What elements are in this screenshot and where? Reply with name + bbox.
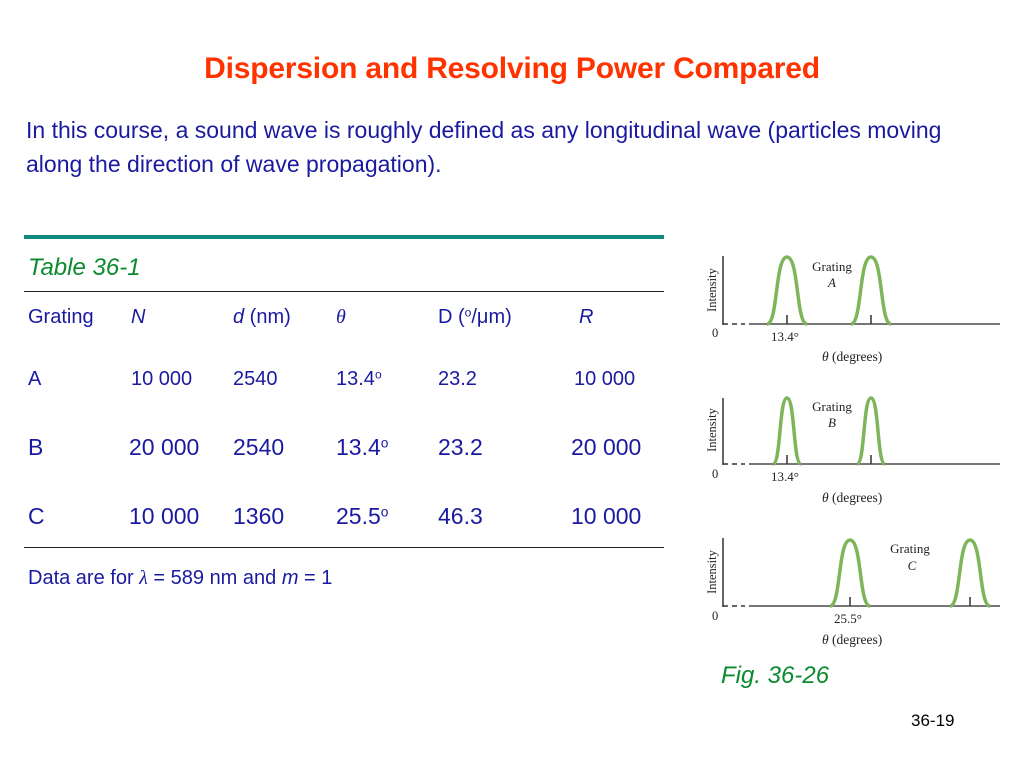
plot-b-grating-label: Grating [812, 399, 852, 414]
table-row-c-N: 10 000 [129, 503, 200, 529]
header-D-prefix: D ( [438, 306, 465, 328]
table-row-a-d: 2540 [233, 368, 278, 390]
plot-a-xlabel-theta: θ [822, 349, 829, 364]
plot-a-xlabel-rest: (degrees) [829, 349, 883, 364]
header-D-mu: μ [476, 306, 489, 328]
table-row-b-N: 20 000 [129, 434, 200, 460]
header-theta: θ [336, 306, 346, 328]
plot-a-ylabel: Intensity [705, 267, 719, 311]
table-note-prefix: Data are for [28, 567, 140, 589]
slide-number: 36-19 [911, 711, 955, 730]
table-row-c-grating: C [28, 503, 45, 529]
plot-b-xlabel-theta: θ [822, 490, 829, 505]
figure-caption: Fig. 36-26 [721, 662, 830, 689]
plot-c-peak-1 [829, 538, 871, 608]
plot-a-origin: 0 [712, 326, 718, 340]
plot-a-xlabel: θ (degrees) [822, 349, 882, 364]
table-header-rule [24, 291, 664, 292]
plot-b-origin: 0 [712, 467, 718, 481]
header-R: R [579, 306, 594, 328]
table-bottom-rule [24, 547, 664, 548]
plot-b-ylabel: Intensity [705, 407, 719, 451]
plot-a-grating-letter: A [827, 275, 836, 290]
table-row-b-theta: 13.4o [336, 434, 388, 461]
header-D: D (o/μm) [438, 306, 512, 329]
intro-text: In this course, a sound wave is roughly … [26, 117, 942, 177]
plot-grating-b: Intensity 0 13.4° Grating B θ (degrees) [705, 396, 1000, 505]
table-row-b-theta-unit: o [380, 435, 389, 451]
header-D-slash: / [471, 306, 477, 328]
plot-b-angle-label: 13.4° [771, 469, 799, 484]
plot-a-peak-2 [850, 255, 892, 326]
header-grating: Grating [28, 306, 94, 328]
plot-a-peak-1 [766, 255, 808, 326]
plot-c-grating-letter: C [908, 558, 917, 573]
table-note-suffix: = 1 [298, 567, 333, 589]
table-row-a-D: 23.2 [438, 368, 477, 390]
plot-c-xlabel-rest: (degrees) [829, 632, 883, 647]
plot-c-ylabel: Intensity [705, 549, 719, 593]
plot-b-xlabel-rest: (degrees) [829, 490, 883, 505]
table-note: Data are for λ = 589 nm and m = 1 [28, 567, 332, 590]
table-row-c-theta-unit: o [380, 504, 389, 520]
table-row-a-N: 10 000 [131, 368, 193, 390]
plot-c-peak-2 [949, 538, 991, 608]
table-row-a-theta: 13.4o [336, 368, 382, 391]
table-row-b-R: 20 000 [571, 434, 642, 460]
plot-c-xlabel: θ (degrees) [822, 632, 882, 647]
table-note-m: m [281, 567, 299, 589]
plot-b-peak-1 [771, 396, 803, 466]
plot-a-grating-label: Grating [812, 259, 852, 274]
header-D-suffix: m) [488, 306, 512, 328]
plot-grating-a: Intensity 0 13.4° Grating A θ (degrees) [705, 255, 1000, 364]
table-note-lambda: λ [139, 567, 148, 589]
table-row-c-theta-value: 25.5 [336, 503, 381, 529]
plot-b-xlabel: θ (degrees) [822, 490, 882, 505]
plot-b-peak-2 [855, 396, 887, 466]
plot-c-angle-label: 25.5° [834, 611, 862, 626]
header-d: d (nm) [233, 306, 291, 329]
table-row-c-theta: 25.5o [336, 503, 388, 530]
plot-c-grating-label: Grating [890, 541, 930, 556]
plot-c-origin: 0 [712, 609, 718, 623]
table-row-b-D: 23.2 [438, 434, 483, 460]
plot-c-xlabel-theta: θ [822, 632, 829, 647]
header-N: N [131, 306, 146, 328]
table-row-c-d: 1360 [233, 503, 285, 529]
header-D-degree: o [464, 305, 472, 320]
plot-a-angle-label: 13.4° [771, 329, 799, 344]
plot-b-grating-letter: B [828, 415, 836, 430]
table-row-a-theta-unit: o [374, 367, 382, 382]
table-caption: Table 36-1 [28, 254, 141, 281]
table-row-b-theta-value: 13.4 [336, 434, 381, 460]
table-row-a-theta-value: 13.4 [336, 368, 375, 390]
table-note-middle: = 589 nm and [147, 567, 282, 589]
table-row-b-d: 2540 [233, 434, 285, 460]
table-row-c-R: 10 000 [571, 503, 642, 529]
plot-grating-c: Intensity 0 25.5° Grating C θ (degrees) [705, 538, 1000, 647]
slide-title: Dispersion and Resolving Power Compared [204, 52, 820, 85]
table-row-a-grating: A [28, 368, 42, 390]
table-row-b-grating: B [28, 434, 44, 460]
table-row-a-R: 10 000 [574, 368, 636, 390]
table-top-rule [24, 235, 664, 239]
table-row-c-D: 46.3 [438, 503, 483, 529]
header-d-symbol: d [233, 306, 245, 328]
header-d-unit: (nm) [244, 306, 291, 328]
